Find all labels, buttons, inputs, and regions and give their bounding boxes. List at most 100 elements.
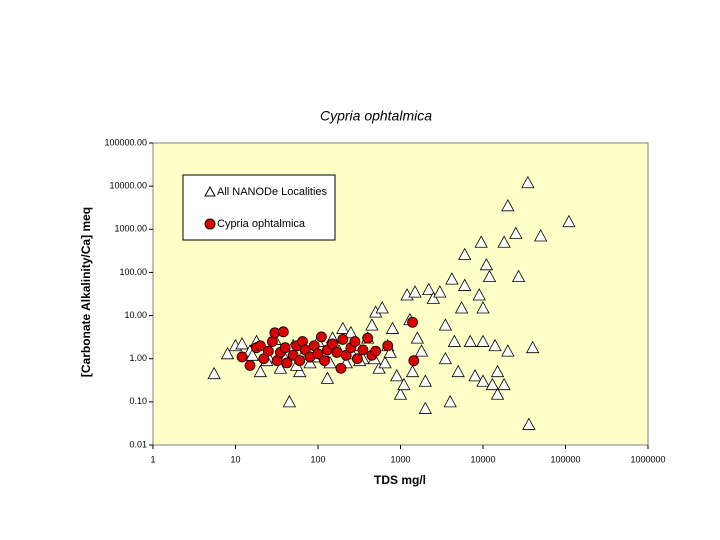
triangle-marker: [501, 344, 515, 357]
triangle-marker: [433, 285, 447, 298]
triangle-marker: [463, 334, 477, 347]
triangle-marker: [490, 364, 505, 378]
circle-marker: [254, 340, 266, 352]
circle-marker: [279, 342, 291, 354]
triangle-marker: [422, 282, 436, 295]
triangle-marker: [383, 345, 397, 358]
chart-title: Cypria ophtalmica: [320, 108, 432, 124]
triangle-marker: [447, 334, 462, 347]
triangle-marker: [476, 301, 490, 314]
triangle-marker: [410, 331, 425, 344]
legend-swatch: [204, 185, 216, 197]
triangle-marker: [375, 301, 389, 314]
circle-marker: [337, 334, 349, 345]
series: [236, 316, 420, 374]
triangle-marker: [476, 374, 490, 387]
x-tick-label: 100000: [550, 454, 580, 464]
circle-marker: [362, 332, 374, 344]
triangle-marker: [365, 318, 379, 331]
circle-marker: [266, 336, 278, 347]
triangle-marker: [479, 257, 494, 271]
circle-marker: [244, 359, 256, 371]
triangle-marker: [293, 364, 307, 378]
triangle-marker: [426, 291, 441, 304]
triangle-marker: [488, 338, 502, 352]
triangle-marker: [445, 272, 459, 285]
series: [207, 175, 576, 430]
triangle-marker: [207, 366, 221, 380]
triangle-marker: [497, 235, 511, 248]
triangle-marker: [476, 334, 490, 347]
triangle-marker: [497, 377, 511, 391]
x-tick-label: 1: [150, 454, 155, 464]
y-tick-label: 100.00: [119, 267, 147, 277]
triangle-marker: [344, 325, 358, 339]
y-tick-label: 10000.00: [109, 181, 147, 191]
triangle-marker: [511, 269, 526, 283]
triangle-marker: [438, 351, 453, 365]
x-tick-label: 1000000: [630, 454, 665, 464]
x-tick-label: 100: [310, 454, 325, 464]
circle-marker: [408, 355, 420, 367]
x-tick-label: 10000: [470, 454, 495, 464]
triangle-marker: [385, 321, 400, 334]
triangle-marker: [438, 318, 453, 331]
y-tick-label: 0.01: [129, 439, 147, 449]
circle-marker: [281, 357, 293, 369]
triangle-marker: [414, 344, 429, 357]
legend-label: Cypria ophtalmica: [217, 218, 306, 230]
triangle-marker: [378, 356, 392, 369]
circle-marker: [262, 345, 274, 357]
triangle-marker: [474, 235, 488, 248]
triangle-marker: [525, 340, 540, 354]
circle-marker: [236, 351, 248, 363]
triangle-marker: [533, 229, 548, 242]
triangle-marker: [521, 175, 535, 189]
legend-swatch: [204, 218, 216, 230]
triangle-marker: [405, 364, 420, 378]
triangle-marker: [336, 321, 350, 334]
x-axis-label: TDS mg/l: [374, 473, 426, 487]
circle-marker: [277, 326, 289, 338]
circle-marker: [357, 344, 369, 356]
triangle-marker: [501, 198, 515, 212]
triangle-marker: [245, 348, 260, 361]
triangle-marker: [393, 387, 408, 400]
circle-marker: [349, 336, 361, 347]
triangle-marker: [458, 247, 472, 260]
triangle-marker: [397, 377, 411, 391]
triangle-marker: [303, 356, 317, 369]
triangle-marker: [443, 395, 457, 408]
triangle-marker: [472, 288, 486, 301]
circle-marker: [351, 353, 363, 365]
triangle-marker: [390, 369, 404, 382]
y-tick-label: 1.00: [129, 353, 147, 363]
triangle-marker: [454, 301, 469, 314]
triangle-marker: [451, 364, 465, 378]
triangle-marker: [273, 361, 288, 374]
circle-marker: [407, 316, 418, 328]
circle-marker: [319, 355, 330, 367]
triangle-marker: [418, 401, 433, 414]
y-tick-label: 10.00: [124, 310, 147, 320]
circle-marker: [316, 331, 327, 343]
triangle-marker: [490, 387, 505, 400]
legend-box: [182, 174, 336, 241]
triangle-marker: [509, 226, 523, 239]
triangle-marker: [235, 337, 249, 350]
circle-marker: [312, 348, 324, 360]
triangle-marker: [282, 395, 297, 408]
circle-marker: [331, 347, 343, 358]
triangle-marker: [562, 214, 576, 228]
triangle-marker: [522, 417, 536, 430]
triangle-marker: [418, 374, 433, 387]
circle-marker: [327, 338, 338, 350]
x-tick-label: 1000: [390, 454, 410, 464]
y-axis-label: [Carbonate Alkalinity/Ca] meq: [79, 207, 93, 377]
triangle-marker: [408, 285, 422, 298]
circle-marker: [382, 340, 394, 352]
triangle-marker: [253, 364, 268, 378]
circle-marker: [294, 355, 306, 367]
legend-label: All NANODe Localities: [217, 186, 328, 198]
